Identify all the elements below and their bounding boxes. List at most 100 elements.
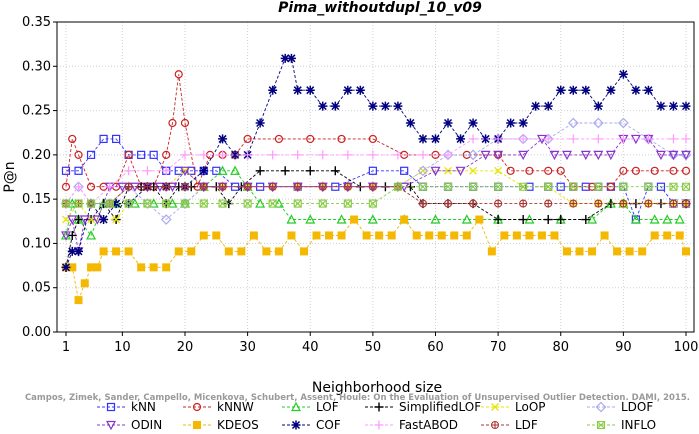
credit-text: Campos, Zimek, Sander, Campello, Micenko… xyxy=(25,393,690,403)
data-point xyxy=(656,101,666,111)
legend: kNN kNNW LOF SimplifiedLOF LoOP LDOF ODIN KDEOS… xyxy=(97,400,656,432)
data-point xyxy=(255,118,265,128)
x-tick-label: 50 xyxy=(365,340,382,355)
data-point xyxy=(531,101,541,111)
data-point xyxy=(67,215,78,225)
data-point xyxy=(343,182,352,191)
data-point xyxy=(606,85,616,95)
data-point xyxy=(160,214,172,225)
data-point xyxy=(286,214,297,224)
data-point xyxy=(293,182,302,191)
data-point xyxy=(543,215,553,225)
data-point xyxy=(461,214,472,224)
data-point xyxy=(180,150,190,160)
data-point xyxy=(67,246,77,256)
data-point xyxy=(274,134,284,144)
data-point xyxy=(268,150,278,160)
data-point xyxy=(337,134,346,144)
data-point xyxy=(562,150,573,161)
data-point xyxy=(681,150,691,161)
x-tick-label: 100 xyxy=(674,340,699,355)
data-point xyxy=(293,199,302,208)
x-tick-label: 1 xyxy=(62,340,70,355)
data-point xyxy=(543,101,553,111)
data-point xyxy=(343,85,353,95)
data-point xyxy=(518,118,528,128)
data-point xyxy=(199,182,208,191)
data-point xyxy=(469,166,478,175)
data-point xyxy=(443,199,453,208)
data-point xyxy=(143,182,152,191)
legend-item-ldof: LDOF xyxy=(587,400,653,414)
data-point xyxy=(224,247,233,256)
data-point xyxy=(318,101,328,111)
legend-marker xyxy=(595,401,607,413)
data-point xyxy=(481,134,491,144)
data-point xyxy=(580,150,591,161)
data-point xyxy=(544,182,553,191)
data-point xyxy=(681,182,691,191)
data-point xyxy=(487,247,496,256)
data-point xyxy=(199,166,209,176)
chart-title: Pima_withoutdupl_10_v09 xyxy=(278,0,482,16)
data-point xyxy=(280,166,290,176)
data-point xyxy=(93,263,102,272)
data-point xyxy=(293,85,303,95)
legend-label: FastABOD xyxy=(399,418,458,432)
data-point xyxy=(613,247,622,256)
data-point xyxy=(73,181,84,193)
data-point xyxy=(368,182,377,191)
data-point xyxy=(299,247,308,256)
data-point xyxy=(430,166,441,177)
data-point xyxy=(405,118,415,128)
legend-marker xyxy=(491,403,499,411)
data-point xyxy=(230,150,240,160)
data-point xyxy=(593,134,603,144)
data-point xyxy=(544,199,553,208)
legend-label: KDEOS xyxy=(217,418,259,432)
data-point xyxy=(417,165,429,177)
data-point xyxy=(500,231,509,240)
data-point xyxy=(355,85,365,95)
data-point xyxy=(393,182,402,191)
data-point xyxy=(443,182,453,191)
data-point xyxy=(519,199,528,208)
data-point xyxy=(668,101,678,111)
data-point xyxy=(199,231,208,240)
plot-frame xyxy=(56,21,695,333)
data-point xyxy=(450,231,459,240)
data-point xyxy=(630,214,641,224)
legend-label: LOF xyxy=(316,400,339,414)
data-point xyxy=(643,85,653,95)
x-tick-label: 60 xyxy=(427,340,444,355)
data-point xyxy=(217,165,228,175)
data-point xyxy=(437,231,446,240)
data-point xyxy=(544,166,553,175)
data-point xyxy=(456,134,466,144)
data-point xyxy=(593,101,603,111)
data-point xyxy=(99,134,108,144)
legend-label: COF xyxy=(316,418,341,432)
data-point xyxy=(525,166,534,175)
data-point xyxy=(638,247,647,256)
data-point xyxy=(61,182,71,191)
legend-label: INFLO xyxy=(621,418,656,432)
data-point xyxy=(556,166,565,175)
data-point xyxy=(655,150,666,161)
data-point xyxy=(418,150,428,160)
data-point xyxy=(162,263,171,272)
series-loop xyxy=(62,166,690,224)
data-point xyxy=(518,150,529,161)
data-point xyxy=(318,150,328,160)
legend-label: LDOF xyxy=(621,400,653,414)
data-point xyxy=(74,246,84,256)
data-point xyxy=(124,199,133,208)
data-point xyxy=(199,150,209,160)
legend-item-inflo: INFLO xyxy=(587,418,656,432)
data-point xyxy=(280,53,290,63)
data-point xyxy=(512,231,521,240)
legend-marker xyxy=(193,421,201,429)
data-point xyxy=(174,70,183,79)
data-point xyxy=(162,150,171,159)
data-point xyxy=(619,182,628,191)
